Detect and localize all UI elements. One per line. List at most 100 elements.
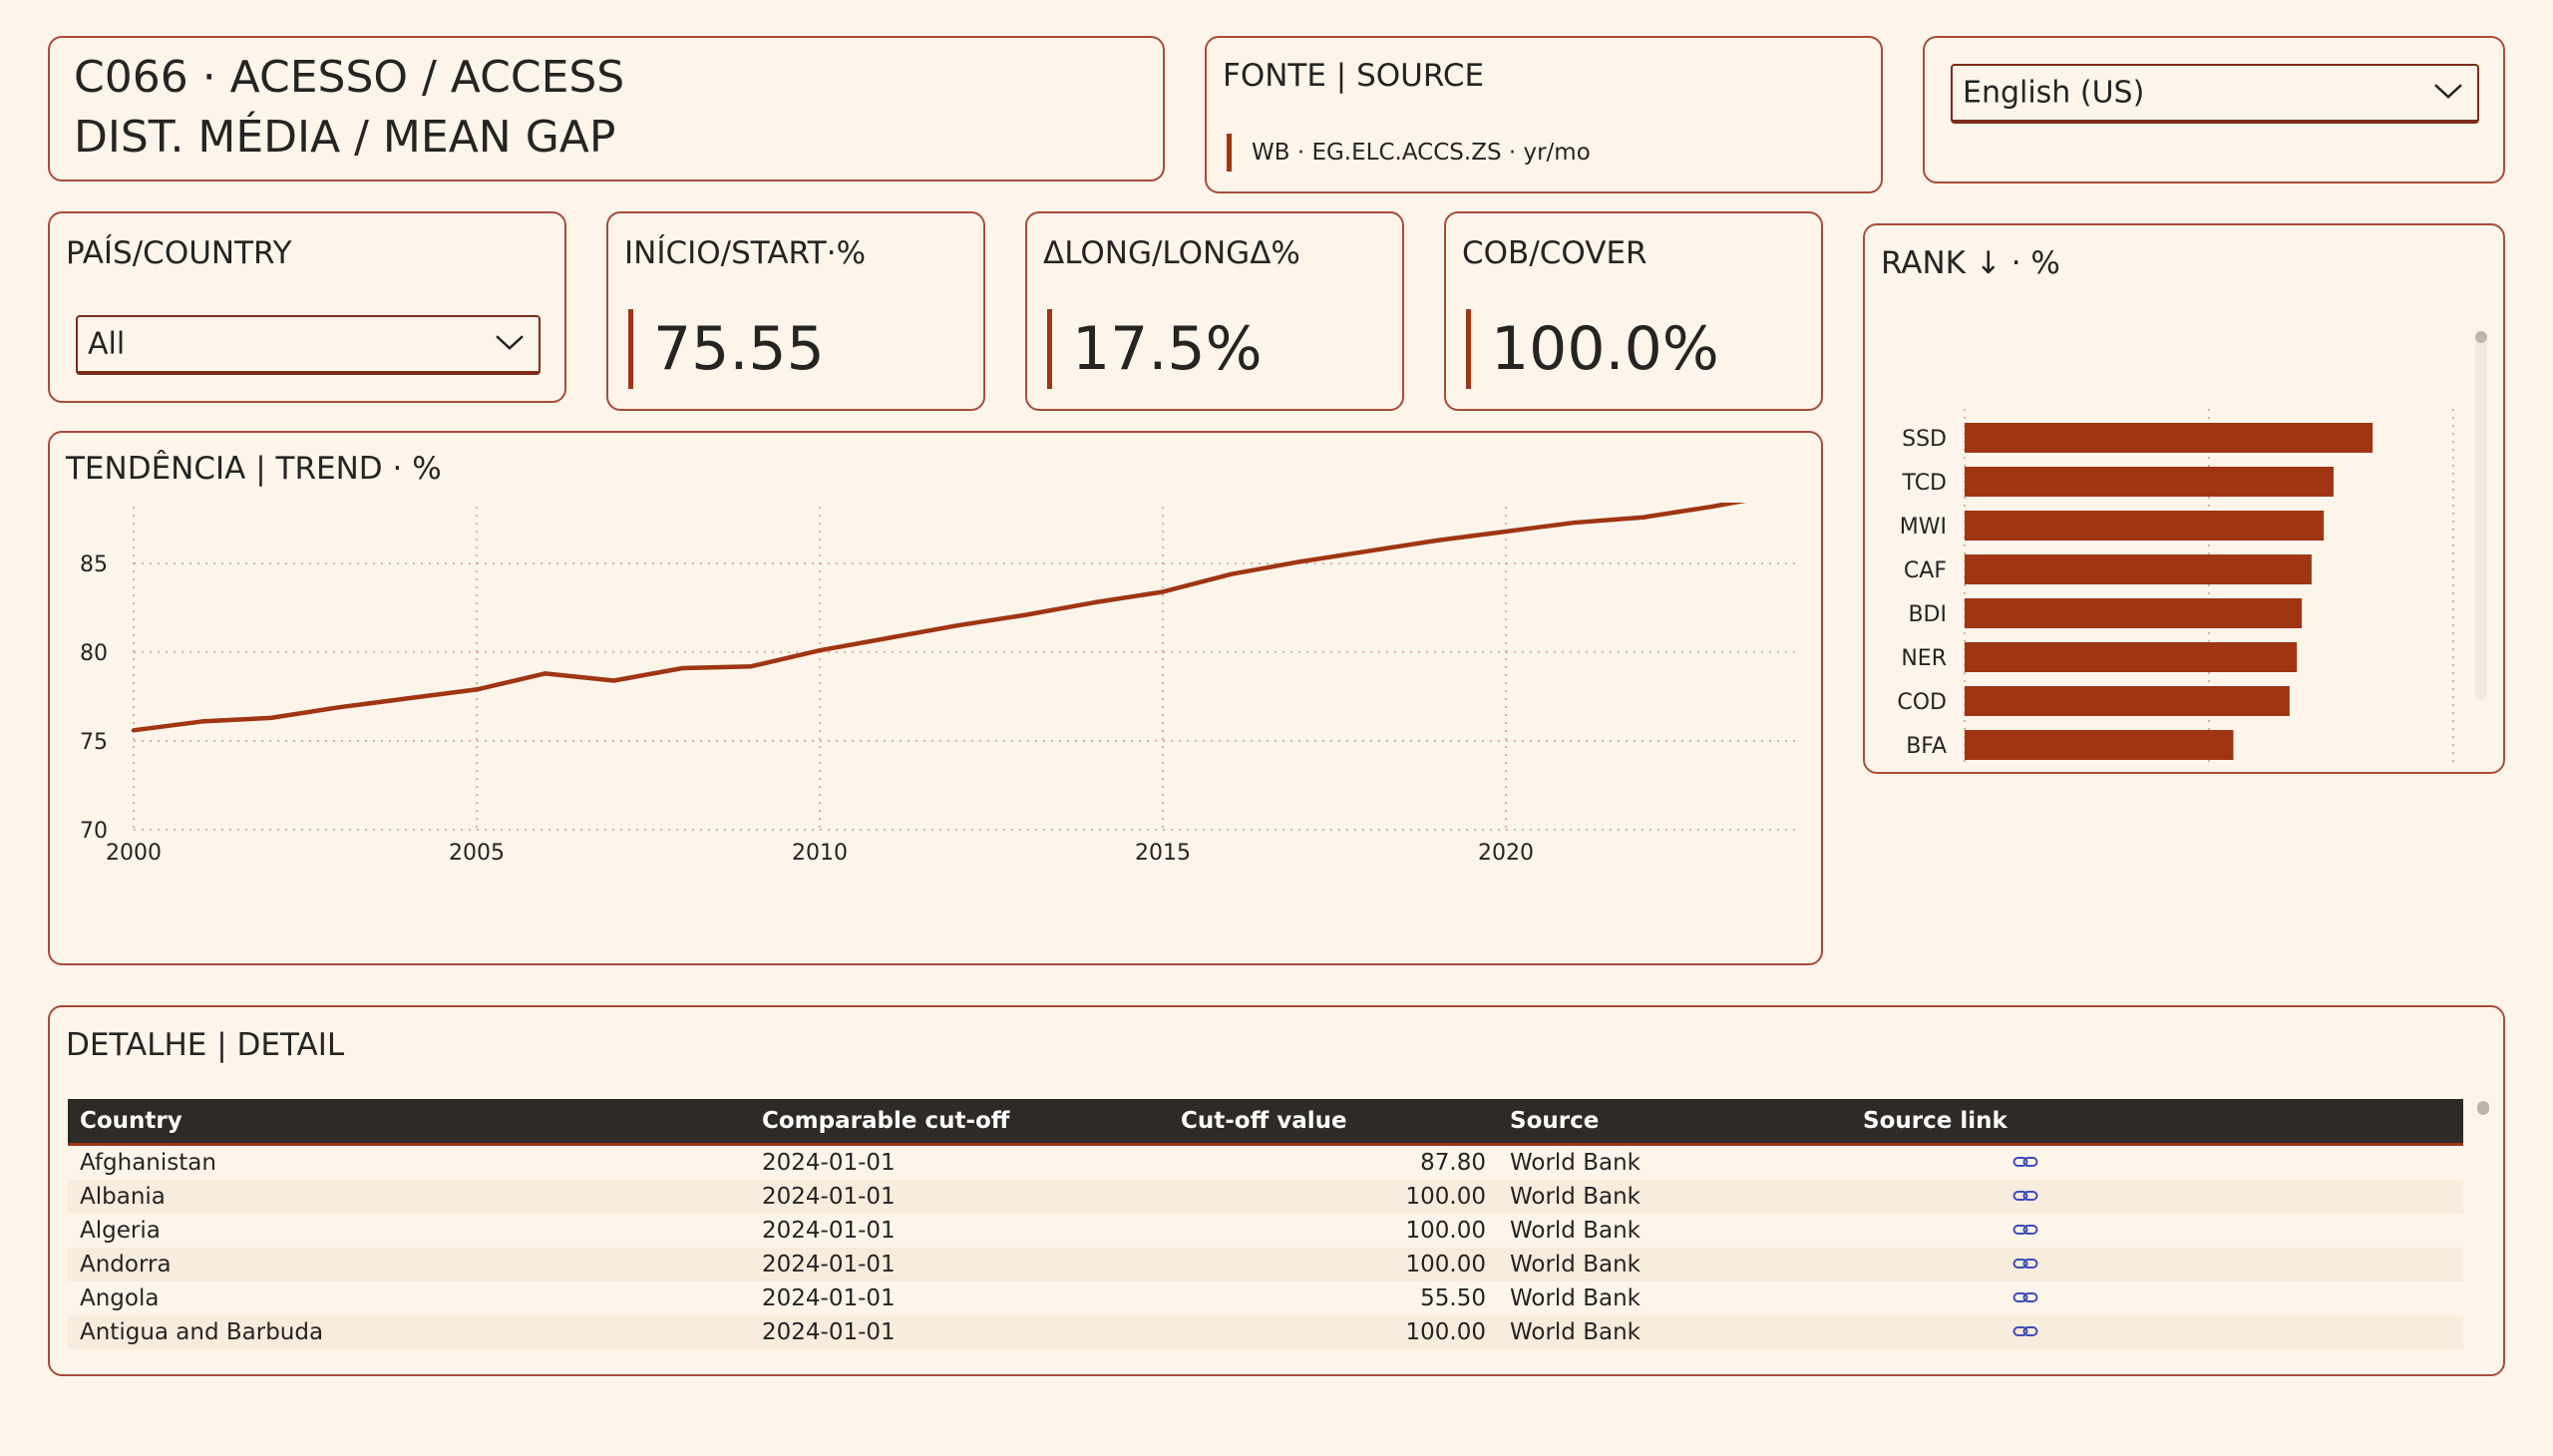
kpi-value: 100.0% <box>1491 314 1719 384</box>
trend-chart: 707580859020002005201020152020 <box>80 503 1801 866</box>
language-selected: English (US) <box>1963 75 2145 111</box>
cell-cutoff: 2024-01-01 <box>750 1248 1169 1281</box>
chevron-down-icon <box>496 335 524 350</box>
cell-source: World Bank <box>1498 1248 1851 1281</box>
link-icon[interactable] <box>2012 1184 2038 1210</box>
link-icon[interactable] <box>2012 1285 2038 1311</box>
cell-link <box>1851 1315 2463 1349</box>
kpi-value-box: 100.0% <box>1466 309 1801 389</box>
bar-cod <box>1965 686 2290 716</box>
cell-cutoff: 2024-01-01 <box>762 1285 896 1311</box>
cell-value: 55.50 <box>1420 1285 1486 1311</box>
cell-source: World Bank <box>1510 1285 1641 1311</box>
kpi-value: 75.55 <box>653 314 825 384</box>
kpi-value-box: 75.55 <box>628 309 963 389</box>
link-icon[interactable] <box>2012 1150 2038 1176</box>
bar-mwi <box>1965 511 2325 541</box>
cell-source: World Bank <box>1510 1150 1641 1176</box>
cell-link <box>1851 1145 2463 1181</box>
cell-link <box>1851 1180 2463 1214</box>
table-row: Andorra 2024-01-01 100.00 World Bank <box>68 1248 2463 1281</box>
column-header-cutoff[interactable]: Comparable cut-off <box>750 1099 1169 1146</box>
x-tick-label: 2000 <box>106 841 162 866</box>
bar-bfa <box>1965 730 2234 760</box>
bar-bdi <box>1965 598 2303 628</box>
bar-ssd <box>1965 423 2373 453</box>
table-header-row: Country Comparable cut-off Cut-off value… <box>68 1099 2463 1146</box>
x-tick-label: 2015 <box>1135 841 1191 866</box>
cell-country: Albania <box>68 1180 750 1214</box>
cell-value: 100.00 <box>1405 1218 1486 1244</box>
column-header-value[interactable]: Cut-off value <box>1169 1099 1498 1146</box>
source-card: FONTE | SOURCE WB · EG.ELC.ACCS.ZS · yr/… <box>1205 36 1883 193</box>
country-dropdown[interactable]: All <box>76 315 541 375</box>
y-tick-label: 85 <box>80 552 108 577</box>
title-card: C066 · ACESSO / ACCESS DIST. MÉDIA / MEA… <box>48 36 1165 182</box>
page-title-line2: DIST. MÉDIA / MEAN GAP <box>74 112 616 163</box>
cell-value: 87.80 <box>1420 1150 1486 1176</box>
bar-ner <box>1965 642 2298 672</box>
country-filter-card: PAÍS/COUNTRY All <box>48 211 566 403</box>
kpi-label: ΔLONG/LONGΔ% <box>1043 235 1300 271</box>
y-tick-label: 70 <box>80 819 108 844</box>
cell-country: Algeria <box>80 1218 161 1244</box>
category-label: COD <box>1897 690 1947 715</box>
kpi-label: COB/COVER <box>1462 235 1647 271</box>
cell-value: 100.00 <box>1169 1180 1498 1214</box>
table-row: Algeria 2024-01-01 100.00 World Bank <box>68 1214 2463 1248</box>
cell-link <box>1851 1214 2463 1248</box>
table-scrollbar[interactable] <box>2477 1101 2489 1350</box>
category-label: TCD <box>1902 471 1947 496</box>
kpi-value: 17.5% <box>1072 314 1263 384</box>
rank-chart-card: RANK ↓ · % 050100SSDTCDMWICAFBDINERCODBF… <box>1863 223 2505 774</box>
cell-source: World Bank <box>1498 1180 1851 1214</box>
kpi-card-cover: COB/COVER 100.0% <box>1444 211 1823 411</box>
trend-chart-card: TENDÊNCIA | TREND · % 707580859020002005… <box>48 431 1823 965</box>
detail-title: DETALHE | DETAIL <box>66 1027 345 1063</box>
bar-tcd <box>1965 467 2334 497</box>
source-card-title: FONTE | SOURCE <box>1223 58 1485 94</box>
cell-cutoff: 2024-01-01 <box>762 1150 896 1176</box>
source-value: WB · EG.ELC.ACCS.ZS · yr/mo <box>1252 140 1591 166</box>
column-header-country[interactable]: Country <box>68 1099 750 1146</box>
detail-table-wrap: Country Comparable cut-off Cut-off value… <box>68 1099 2463 1358</box>
column-header-source[interactable]: Source <box>1498 1099 1851 1146</box>
table-scrollbar-thumb[interactable] <box>2477 1101 2489 1115</box>
cell-source: World Bank <box>1498 1315 1851 1349</box>
link-icon[interactable] <box>2012 1252 2038 1277</box>
link-icon[interactable] <box>2012 1319 2038 1345</box>
link-icon[interactable] <box>2012 1218 2038 1244</box>
source-value-box: WB · EG.ELC.ACCS.ZS · yr/mo <box>1227 134 1860 172</box>
table-row: Angola 2024-01-01 55.50 World Bank <box>68 1281 2463 1315</box>
category-label: BFA <box>1906 734 1947 759</box>
category-label: SSD <box>1902 427 1947 452</box>
detail-table: Country Comparable cut-off Cut-off value… <box>68 1099 2463 1349</box>
rank-scrollbar-thumb[interactable] <box>2475 331 2487 343</box>
chevron-down-icon <box>2434 84 2462 99</box>
language-card: English (US) <box>1923 36 2505 183</box>
cell-value: 100.00 <box>1169 1248 1498 1281</box>
column-header-link[interactable]: Source link <box>1851 1099 2463 1146</box>
detail-card: DETALHE | DETAIL Country Comparable cut-… <box>48 1005 2505 1376</box>
y-tick-label: 80 <box>80 641 108 666</box>
x-tick-label: 2020 <box>1478 841 1534 866</box>
x-tick-label: 2010 <box>792 841 848 866</box>
rank-scrollbar[interactable] <box>2475 331 2487 700</box>
category-label: NER <box>1901 646 1947 671</box>
trend-chart-title: TENDÊNCIA | TREND · % <box>66 451 442 487</box>
category-label: CAF <box>1904 558 1947 583</box>
cell-country: Andorra <box>68 1248 750 1281</box>
rank-chart-title: RANK ↓ · % <box>1881 245 2060 281</box>
kpi-value-box: 17.5% <box>1047 309 1382 389</box>
trend-series-line <box>131 503 1747 733</box>
language-dropdown[interactable]: English (US) <box>1951 64 2479 124</box>
cell-cutoff: 2024-01-01 <box>762 1218 896 1244</box>
category-label: MWI <box>1900 515 1947 540</box>
kpi-label: INÍCIO/START·% <box>624 235 867 271</box>
cell-link <box>1851 1281 2463 1315</box>
cell-country: Antigua and Barbuda <box>68 1315 750 1349</box>
y-tick-label: 75 <box>80 730 108 755</box>
country-selected: All <box>88 326 126 362</box>
x-tick-label: 2005 <box>449 841 505 866</box>
table-row: Albania 2024-01-01 100.00 World Bank <box>68 1180 2463 1214</box>
